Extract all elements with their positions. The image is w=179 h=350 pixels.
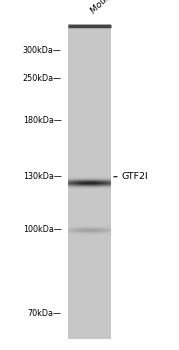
Text: Mouse brain: Mouse brain: [90, 0, 135, 16]
Text: 180kDa—: 180kDa—: [23, 116, 62, 125]
Text: 250kDa—: 250kDa—: [23, 74, 62, 83]
Text: GTF2I: GTF2I: [122, 172, 148, 181]
Text: 300kDa—: 300kDa—: [23, 46, 62, 55]
Text: 130kDa—: 130kDa—: [23, 172, 62, 181]
Text: 70kDa—: 70kDa—: [28, 309, 62, 318]
Text: 100kDa—: 100kDa—: [23, 225, 62, 234]
